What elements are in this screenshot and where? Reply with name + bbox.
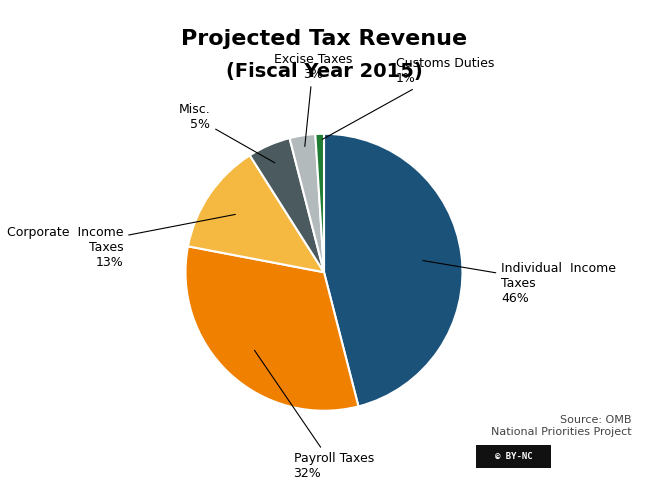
Text: Individual  Income
Taxes
46%: Individual Income Taxes 46% — [423, 261, 616, 305]
Text: Excise Taxes
3%: Excise Taxes 3% — [273, 53, 352, 146]
Text: Source: OMB
National Priorities Project: Source: OMB National Priorities Project — [491, 415, 632, 437]
Wedge shape — [316, 134, 324, 272]
Wedge shape — [188, 156, 324, 272]
Wedge shape — [324, 134, 463, 407]
Wedge shape — [249, 138, 324, 272]
Wedge shape — [290, 134, 324, 272]
Text: © BY-NC: © BY-NC — [494, 452, 533, 461]
Text: Projected Tax Revenue: Projected Tax Revenue — [181, 29, 467, 49]
Text: Misc.
5%: Misc. 5% — [179, 103, 275, 163]
Text: (Fiscal Year 2015): (Fiscal Year 2015) — [226, 62, 422, 82]
Text: Customs Duties
1%: Customs Duties 1% — [322, 57, 494, 139]
Wedge shape — [185, 246, 358, 411]
Text: Payroll Taxes
32%: Payroll Taxes 32% — [255, 350, 374, 480]
Text: Corporate  Income
Taxes
13%: Corporate Income Taxes 13% — [6, 215, 235, 269]
